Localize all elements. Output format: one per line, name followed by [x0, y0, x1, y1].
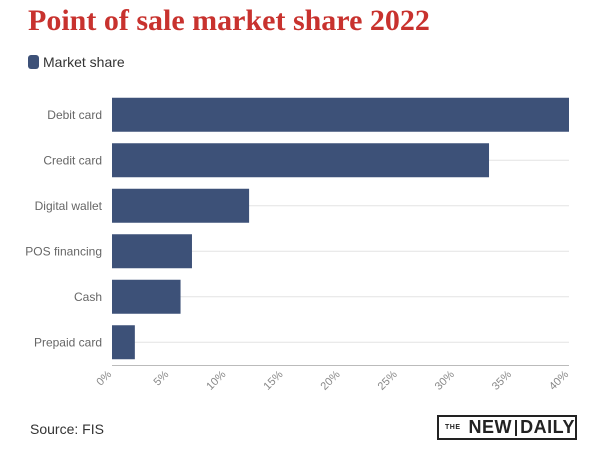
chart-title: Point of sale market share 2022	[28, 4, 430, 37]
bar-credit-card	[112, 143, 490, 178]
x-tick-label: 35%	[490, 368, 514, 392]
category-label: Cash	[74, 290, 102, 304]
category-label: Credit card	[43, 153, 102, 167]
bar-pos-financing	[112, 234, 192, 269]
x-tick-label: 10%	[204, 368, 228, 392]
x-tick-label: 15%	[261, 368, 285, 392]
legend-swatch	[28, 55, 39, 69]
category-label: Prepaid card	[34, 335, 102, 349]
category-label: Debit card	[47, 108, 102, 122]
bars	[112, 97, 569, 360]
logo-daily: DAILY	[520, 417, 575, 437]
the-new-daily-logo: THE NEW DAILY	[437, 415, 577, 440]
bar-cash	[112, 279, 181, 314]
x-tick-label: 40%	[547, 368, 571, 392]
x-tick-label: 20%	[319, 368, 343, 392]
x-tick-label: 5%	[152, 368, 172, 388]
x-tick-labels: 0% 5% 10% 15% 20% 25% 30% 35% 40%	[94, 368, 571, 392]
logo-the: THE	[445, 424, 461, 431]
legend: Market share	[28, 54, 125, 70]
legend-label: Market share	[43, 54, 125, 70]
category-label: Digital wallet	[35, 199, 103, 213]
x-tick-label: 0%	[94, 368, 114, 388]
logo-divider	[515, 419, 518, 436]
x-tick-label: 30%	[433, 368, 457, 392]
x-tick-label: 25%	[376, 368, 400, 392]
logo-new: NEW	[468, 417, 512, 437]
source-note: Source: FIS	[30, 421, 104, 437]
bar-prepaid-card	[112, 325, 135, 360]
bar-digital-wallet	[112, 188, 250, 223]
bar-debit-card	[112, 97, 569, 132]
category-label: POS financing	[25, 244, 102, 258]
category-labels: Debit card Credit card Digital wallet POS f…	[25, 108, 102, 350]
